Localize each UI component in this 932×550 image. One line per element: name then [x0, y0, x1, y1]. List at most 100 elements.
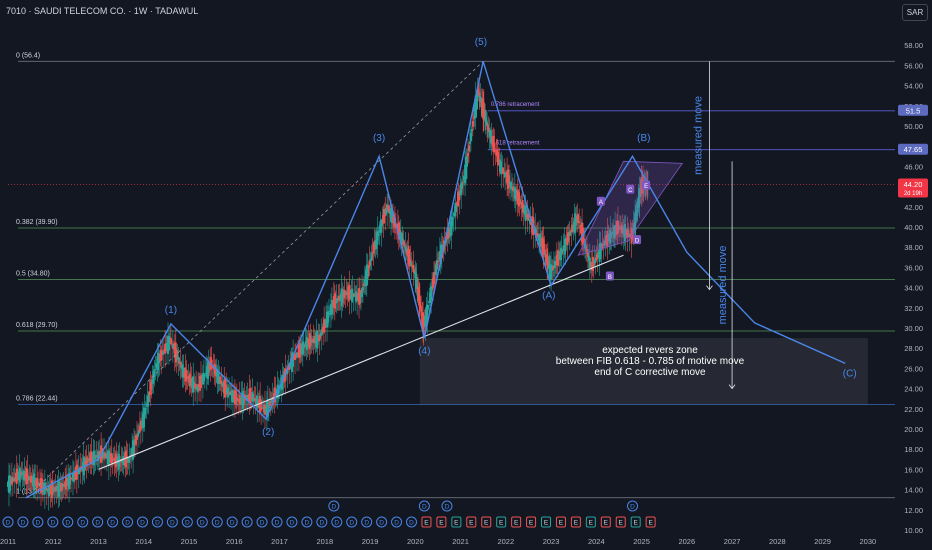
event-badge-label: D — [319, 520, 324, 527]
y-axis-tick: 18.00 — [904, 445, 923, 454]
earnings-badge — [615, 516, 626, 528]
candle-body — [578, 221, 581, 224]
candle-body — [469, 132, 472, 141]
candle-body — [635, 211, 638, 217]
candle-body — [321, 329, 324, 335]
candle-body — [431, 286, 434, 291]
event-badge-label: D — [215, 520, 220, 527]
price-tag — [898, 143, 928, 155]
candle-body — [564, 237, 567, 251]
candle-body — [137, 430, 140, 434]
candle-body — [302, 344, 305, 349]
candle-body — [542, 243, 545, 255]
dividend-badge — [137, 516, 149, 528]
event-badge-label: E — [514, 520, 519, 527]
candle-body — [430, 286, 433, 300]
candle-body — [186, 376, 189, 379]
zone-text: end of C corrective move — [594, 367, 706, 378]
dividend-badge — [376, 516, 388, 528]
candle-body — [440, 244, 443, 259]
event-badge-label: E — [589, 520, 594, 527]
candle-body — [69, 475, 72, 485]
candle-body — [361, 287, 364, 291]
event-badge-label: D — [260, 520, 265, 527]
y-axis-tick: 14.00 — [904, 486, 923, 495]
dividend-badge — [361, 516, 373, 528]
price-tag-label: 44.20 — [904, 180, 923, 189]
fib-level-label: 0.618 (29.70) — [16, 322, 58, 329]
candle-body — [199, 375, 202, 388]
candle-body — [426, 304, 429, 320]
candle-body — [368, 260, 371, 266]
candle-body — [583, 238, 586, 242]
event-badge-label: E — [454, 520, 459, 527]
y-axis-tick: 24.00 — [904, 385, 923, 394]
event-badge-label: D — [394, 520, 399, 527]
candle-body — [487, 128, 490, 133]
candle-body — [327, 313, 330, 316]
candle-body — [8, 475, 11, 492]
candle-body — [152, 371, 155, 384]
y-axis-tick: 26.00 — [904, 364, 923, 373]
candle-body — [455, 202, 458, 212]
x-axis-tick: 2024 — [588, 537, 605, 546]
dividend-badge — [2, 516, 14, 528]
y-axis-tick: 28.00 — [904, 344, 923, 353]
dividend-badge — [418, 500, 430, 512]
candle-body — [104, 453, 107, 459]
x-axis-tick: 2012 — [45, 537, 62, 546]
candle-body — [388, 206, 391, 214]
event-badge-label: D — [21, 520, 26, 527]
candle-body — [470, 128, 473, 132]
currency-label[interactable]: SAR — [902, 4, 928, 21]
dividend-badge — [406, 516, 418, 528]
candle-body — [219, 376, 222, 384]
event-badge-label: D — [230, 520, 235, 527]
candle-body — [636, 209, 639, 211]
dividend-badge — [627, 500, 639, 512]
candle-body — [20, 472, 23, 475]
candle-body — [409, 258, 412, 264]
candle-body — [416, 284, 419, 289]
candle-body — [40, 478, 43, 493]
y-axis-tick: 50.00 — [904, 122, 923, 131]
x-axis-tick: 2029 — [814, 537, 831, 546]
y-axis-tick: 46.00 — [904, 162, 923, 171]
event-badge-label: E — [544, 520, 549, 527]
earnings-badge — [585, 516, 596, 528]
dividend-badge — [286, 516, 298, 528]
elliott-wave-path — [25, 61, 846, 499]
dividend-badge — [77, 516, 89, 528]
y-axis-tick: 42.00 — [904, 203, 923, 212]
x-axis-tick: 2019 — [362, 537, 379, 546]
candle-body — [170, 343, 173, 345]
candle-body — [483, 109, 486, 119]
event-badge-label: E — [604, 520, 609, 527]
candle-body — [477, 88, 480, 95]
candle-body — [560, 249, 563, 254]
fib-level-label: 0.5 (34.80) — [16, 270, 50, 277]
candle-body — [169, 337, 172, 345]
wave-label: (B) — [637, 133, 650, 144]
dividend-badge — [166, 516, 178, 528]
x-axis-tick: 2013 — [90, 537, 107, 546]
earnings-badge — [481, 516, 492, 528]
candle-body — [221, 382, 224, 387]
earnings-badge — [511, 516, 522, 528]
event-badge-label: D — [110, 520, 115, 527]
candle-body — [202, 373, 205, 382]
dividend-badge — [17, 516, 29, 528]
candle-body — [154, 368, 157, 370]
candle-body — [260, 400, 263, 411]
earnings-badge — [541, 516, 552, 528]
candle-body — [408, 249, 411, 267]
candle-body — [419, 303, 422, 309]
candle-body — [418, 296, 421, 308]
y-axis-tick: 30.00 — [904, 324, 923, 333]
fib-level-label: 0.786 (22.44) — [16, 395, 58, 402]
candle-body — [502, 167, 505, 174]
y-axis-tick: 38.00 — [904, 243, 923, 252]
dividend-badge — [391, 516, 403, 528]
earnings-badge — [555, 516, 566, 528]
